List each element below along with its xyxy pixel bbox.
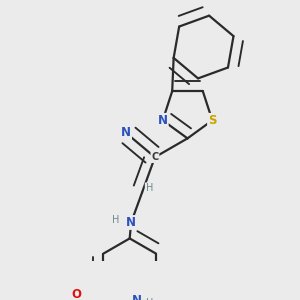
Text: H: H (146, 183, 153, 193)
Text: N: N (132, 294, 142, 300)
Text: N: N (158, 114, 168, 127)
Text: N: N (121, 127, 131, 140)
Text: O: O (71, 288, 81, 300)
Text: H: H (146, 298, 153, 300)
Text: S: S (208, 114, 217, 127)
Text: H: H (112, 214, 119, 225)
Text: C: C (151, 152, 158, 162)
Text: N: N (126, 216, 136, 229)
